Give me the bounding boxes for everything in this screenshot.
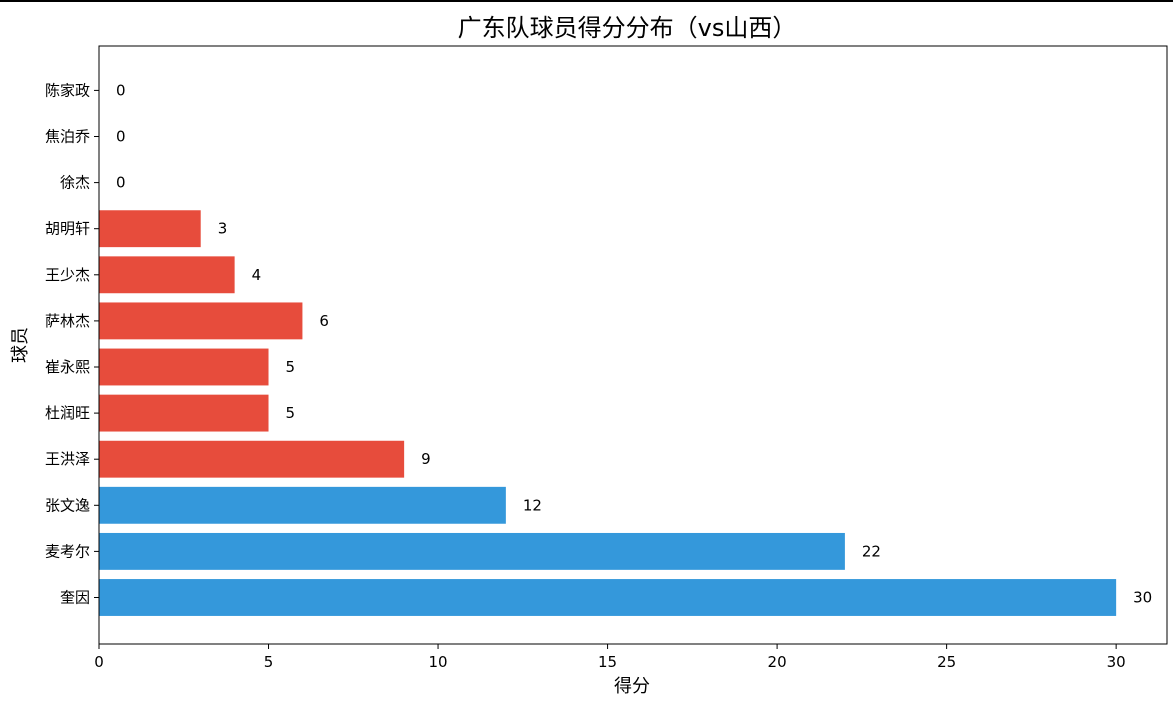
bar-5 [99,348,269,386]
y-tick-label-3: 王洪泽 [45,450,90,468]
plot-frame [98,45,1168,645]
y-tick-label-9: 徐杰 [60,174,90,192]
x-tick-label-2: 10 [429,653,448,671]
data-label-2: 12 [523,496,542,514]
y-tick-label-1: 麦考尔 [45,542,90,560]
data-label-6: 6 [319,312,329,330]
x-tick-label-0: 0 [94,653,104,671]
x-tick-label-3: 15 [598,653,617,671]
bar-4 [99,394,269,432]
y-tick-label-11: 陈家政 [45,81,90,99]
bar-3 [99,440,405,478]
chart-title: 广东队球员得分分布（vs山西） [458,14,797,42]
data-label-1: 22 [862,542,881,560]
bar-1 [99,532,845,570]
data-label-5: 5 [286,358,296,376]
x-tick-label-1: 5 [264,653,274,671]
y-tick-label-0: 奎因 [60,589,90,607]
y-tick-label-5: 崔永熙 [45,358,90,376]
y-tick-label-7: 王少杰 [45,266,90,284]
y-tick-label-2: 张文逸 [45,496,90,514]
y-axis-label: 球员 [10,327,31,363]
bar-8 [99,210,201,248]
x-tick-label-6: 30 [1107,653,1126,671]
x-tick-label-4: 20 [768,653,787,671]
y-tick-label-10: 焦泊乔 [45,128,90,146]
data-label-0: 30 [1133,589,1152,607]
plot-area: 30 奎因 22 麦考尔 12 张文逸 9 王洪泽 5 杜润旺 5 崔永熙 6 萨林杰 4 王少杰 3 胡明轩 0 徐… [45,45,1168,671]
data-label-9: 0 [116,174,126,192]
data-label-10: 0 [116,128,126,146]
data-label-3: 9 [421,450,431,468]
bar-0 [99,579,1117,616]
bar-2 [99,486,506,524]
y-tick-label-8: 胡明轩 [45,220,90,238]
top-border-line [0,0,1173,2]
data-label-8: 3 [218,220,228,238]
y-tick-label-6: 萨林杰 [45,312,90,330]
bar-7 [99,256,235,294]
data-label-7: 4 [252,266,262,284]
y-tick-label-4: 杜润旺 [45,404,90,422]
data-label-4: 5 [286,404,296,422]
data-label-11: 0 [116,81,126,99]
bar-6 [99,302,303,340]
x-axis-label: 得分 [614,676,650,697]
x-tick-label-5: 25 [937,653,956,671]
